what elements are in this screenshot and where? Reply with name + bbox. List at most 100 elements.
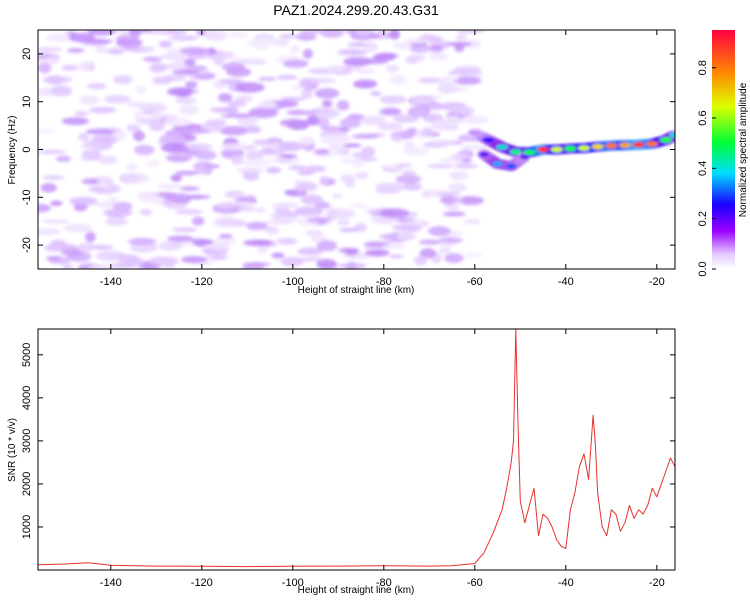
noise-blob	[115, 37, 143, 48]
snr-series-line	[38, 329, 675, 568]
noise-blob	[60, 247, 83, 257]
noise-blob	[120, 172, 150, 184]
noise-blob	[95, 201, 117, 208]
noise-blob	[142, 56, 162, 63]
x-tick-label: -40	[558, 276, 574, 288]
noise-blob	[379, 208, 410, 219]
noise-blob	[242, 158, 272, 167]
noise-blob	[226, 67, 252, 77]
x-tick-label: -80	[376, 276, 392, 288]
noise-blob	[339, 117, 362, 129]
colorbar-tick-label: 0.4	[697, 161, 709, 176]
noise-blob	[386, 64, 400, 73]
signal-point	[591, 144, 604, 150]
noise-blob	[452, 197, 464, 204]
noise-blob	[437, 83, 458, 94]
noise-blob	[448, 182, 467, 193]
signal-point	[478, 151, 489, 157]
noise-blob	[76, 242, 95, 252]
noise-blob	[377, 122, 404, 131]
noise-blob	[336, 219, 351, 226]
noise-blob	[271, 202, 299, 208]
noise-blob	[272, 38, 290, 47]
x-tick-label: -140	[100, 577, 122, 589]
noise-blob	[277, 74, 298, 81]
noise-blob	[388, 254, 405, 259]
noise-blob	[110, 262, 137, 269]
noise-blob	[439, 76, 459, 83]
noise-blob	[300, 194, 324, 205]
y-tick-label: 3000	[21, 429, 33, 453]
noise-blob	[353, 80, 377, 89]
noise-blob	[50, 200, 63, 207]
x-tick-label: -40	[558, 577, 574, 589]
noise-blob	[299, 30, 328, 35]
noise-blob	[406, 127, 418, 135]
noise-blob	[296, 207, 308, 213]
spectrogram-ylabel: Frequency (Hz)	[7, 116, 18, 185]
noise-blob	[453, 76, 482, 85]
noise-blob	[314, 148, 330, 155]
noise-blob	[172, 227, 198, 233]
noise-blob	[459, 115, 489, 125]
noise-blob	[167, 235, 194, 242]
snr-panel: -140 -120 -100 -80 -60 -40 -20 1000 2000 3000 400…	[7, 328, 676, 596]
noise-blob	[345, 248, 359, 256]
signal-point	[618, 142, 631, 148]
noise-blob	[41, 219, 70, 224]
noise-blob	[257, 76, 277, 82]
noise-blob	[108, 197, 119, 203]
noise-blob	[148, 256, 179, 267]
noise-blob	[396, 163, 412, 168]
noise-blob	[112, 130, 127, 141]
noise-blob	[409, 106, 428, 117]
noise-blob	[88, 106, 117, 114]
noise-blob	[456, 30, 486, 34]
noise-blob	[68, 32, 96, 43]
noise-blob	[224, 190, 245, 199]
noise-blob	[245, 194, 256, 200]
noise-blob	[74, 111, 90, 117]
noise-blob	[268, 213, 294, 219]
noise-blob	[460, 145, 490, 150]
noise-blob	[381, 243, 406, 250]
noise-blob	[207, 242, 230, 252]
noise-blob	[218, 233, 233, 239]
noise-blob	[81, 178, 100, 185]
colorbar-axis: 0.0 0.2 0.4 0.6 0.8	[697, 60, 716, 277]
noise-blob	[234, 82, 265, 93]
noise-blob	[179, 46, 209, 55]
noise-blob	[237, 116, 259, 127]
spectrogram-y-axis: -20 -10 0 10 20	[21, 48, 675, 253]
noise-blob	[227, 100, 247, 107]
noise-blob	[444, 204, 460, 211]
noise-blob	[235, 95, 254, 102]
noise-blob	[195, 164, 207, 175]
noise-blob	[140, 208, 152, 216]
noise-blob	[410, 97, 435, 105]
noise-blob	[349, 203, 369, 209]
noise-blob	[40, 183, 57, 193]
signal-point	[550, 146, 563, 153]
noise-blob	[105, 217, 128, 226]
noise-blob	[418, 239, 440, 245]
noise-blob	[164, 264, 175, 269]
noise-blob	[277, 141, 304, 152]
colorbar-tick-label: 0.6	[697, 110, 709, 125]
snr-y-axis: 1000 2000 3000 4000 5000	[21, 343, 675, 539]
noise-blob	[402, 170, 416, 176]
noise-blob	[271, 252, 285, 259]
noise-blob	[339, 227, 359, 233]
noise-blob	[365, 249, 390, 257]
signal-point	[605, 143, 618, 149]
noise-blob	[451, 106, 475, 116]
noise-blob	[219, 78, 245, 85]
signal-point	[578, 145, 590, 151]
noise-blob	[204, 119, 227, 127]
noise-blob	[354, 30, 375, 36]
noise-blob	[158, 40, 173, 48]
noise-blob	[321, 99, 333, 108]
x-tick-label: -20	[649, 577, 665, 589]
noise-blob	[247, 37, 277, 48]
